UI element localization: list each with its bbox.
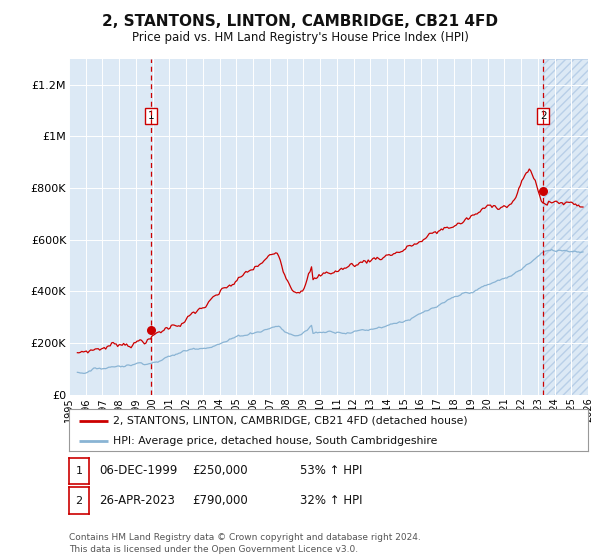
Text: 2: 2 bbox=[540, 111, 547, 121]
Text: 26-APR-2023: 26-APR-2023 bbox=[99, 494, 175, 507]
Text: Contains HM Land Registry data © Crown copyright and database right 2024.
This d: Contains HM Land Registry data © Crown c… bbox=[69, 533, 421, 554]
Text: 32% ↑ HPI: 32% ↑ HPI bbox=[300, 494, 362, 507]
Point bbox=[146, 326, 156, 335]
Bar bbox=[543, 59, 588, 395]
Text: 53% ↑ HPI: 53% ↑ HPI bbox=[300, 464, 362, 478]
Text: 2, STANTONS, LINTON, CAMBRIDGE, CB21 4FD (detached house): 2, STANTONS, LINTON, CAMBRIDGE, CB21 4FD… bbox=[113, 416, 468, 426]
Text: 2: 2 bbox=[76, 496, 82, 506]
Text: 1: 1 bbox=[148, 111, 155, 121]
Text: HPI: Average price, detached house, South Cambridgeshire: HPI: Average price, detached house, Sout… bbox=[113, 436, 437, 446]
Text: £790,000: £790,000 bbox=[192, 494, 248, 507]
Text: 06-DEC-1999: 06-DEC-1999 bbox=[99, 464, 178, 478]
Text: Price paid vs. HM Land Registry's House Price Index (HPI): Price paid vs. HM Land Registry's House … bbox=[131, 31, 469, 44]
Text: £250,000: £250,000 bbox=[192, 464, 248, 478]
Text: 1: 1 bbox=[76, 466, 82, 476]
Text: 2, STANTONS, LINTON, CAMBRIDGE, CB21 4FD: 2, STANTONS, LINTON, CAMBRIDGE, CB21 4FD bbox=[102, 14, 498, 29]
Point bbox=[538, 186, 548, 195]
